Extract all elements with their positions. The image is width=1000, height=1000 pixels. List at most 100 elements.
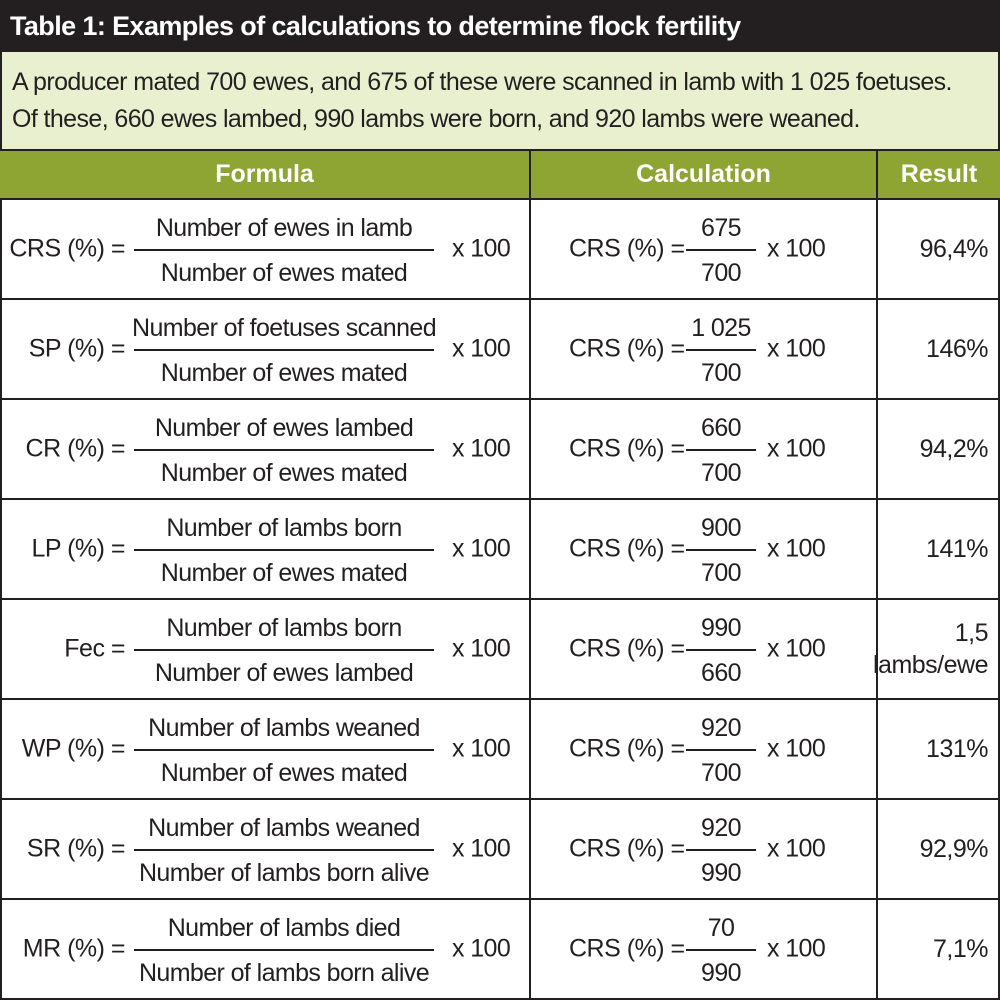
formula-fraction: Number of lambs born Number of ewes lambe… xyxy=(134,606,434,692)
formula-numerator: Number of lambs born xyxy=(166,614,402,642)
calculation-fraction: 900 700 xyxy=(686,506,756,592)
fraction-bar xyxy=(134,849,434,851)
formula-numerator: Number of lambs born xyxy=(166,514,402,542)
formula-numerator: Number of lambs weaned xyxy=(148,814,420,842)
calculation-numerator: 920 xyxy=(701,714,742,742)
result-cell: 141% xyxy=(878,500,998,598)
calculation-numerator: 990 xyxy=(701,614,742,642)
calculation-label: CRS (%) = xyxy=(569,834,685,863)
calculation-fraction: 920 990 xyxy=(686,806,756,892)
formula-numerator: Number of ewes lambed xyxy=(154,414,414,442)
result-value: 141% xyxy=(926,535,988,563)
result-text: 146% xyxy=(926,333,988,365)
formula-fraction: Number of ewes lambed Number of ewes mate… xyxy=(134,406,434,492)
calculation-fraction: 990 660 xyxy=(686,606,756,692)
fraction-bar xyxy=(686,449,756,451)
fraction-bar xyxy=(686,849,756,851)
result-text: 141% xyxy=(926,533,988,565)
calculation-label: CRS (%) = xyxy=(569,734,685,763)
calculation-denominator: 700 xyxy=(701,559,742,587)
formula-denominator: Number of ewes mated xyxy=(160,259,408,287)
table-body: CRS (%) = Number of ewes in lamb Number of… xyxy=(0,200,1000,1000)
fraction-bar xyxy=(686,249,756,251)
calculation-label: CRS (%) = xyxy=(569,534,685,563)
calculation-denominator: 990 xyxy=(701,959,742,987)
table-row: CR (%) = Number of ewes lambed Number of e… xyxy=(2,400,998,500)
calculation-label: CRS (%) = xyxy=(569,634,685,663)
result-cell: 146% xyxy=(878,300,998,398)
formula-fraction: Number of lambs weaned Number of ewes mat… xyxy=(134,706,434,792)
formula-label: LP (%) = xyxy=(31,534,126,563)
calculation-fraction: 675 700 xyxy=(686,206,756,292)
calculation-multiplier: x 100 xyxy=(767,534,826,563)
calculation-numerator: 900 xyxy=(701,514,742,542)
result-value: 131% xyxy=(926,735,988,763)
fraction-bar xyxy=(686,349,756,351)
intro-line-1: A producer mated 700 ewes, and 675 of th… xyxy=(12,68,953,96)
formula-multiplier: x 100 xyxy=(452,434,511,463)
calculation-numerator: 660 xyxy=(701,414,742,442)
intro-line-2: Of these, 660 ewes lambed, 990 lambs wer… xyxy=(12,105,860,133)
formula-label: CRS (%) = xyxy=(9,234,125,263)
formula-label: SP (%) = xyxy=(28,334,126,363)
formula-fraction: Number of ewes in lamb Number of ewes mat… xyxy=(134,206,434,292)
calculation-fraction: 1 025 700 xyxy=(686,306,756,392)
result-value: 146% xyxy=(926,335,988,363)
result-text: 92,9% xyxy=(920,833,989,865)
calculation-label: CRS (%) = xyxy=(569,334,685,363)
calculation-label: CRS (%) = xyxy=(569,434,685,463)
formula-denominator: Number of ewes mated xyxy=(160,759,408,787)
fraction-bar xyxy=(134,249,434,251)
calculation-cell: CRS (%) = 920 700 x 100 xyxy=(531,700,878,798)
calculation-numerator: 1 025 xyxy=(691,314,751,342)
calculation-denominator: 700 xyxy=(701,259,742,287)
calculation-numerator: 70 xyxy=(707,914,735,942)
intro-text: A producer mated 700 ewes, and 675 of th… xyxy=(0,52,1000,149)
formula-denominator: Number of ewes mated xyxy=(160,559,408,587)
fraction-bar xyxy=(686,649,756,651)
header-calculation: Calculation xyxy=(531,151,878,198)
calculation-cell: CRS (%) = 900 700 x 100 xyxy=(531,500,878,598)
formula-label: SR (%) = xyxy=(26,834,126,863)
calculation-cell: CRS (%) = 675 700 x 100 xyxy=(531,200,878,298)
table-title: Table 1: Examples of calculations to det… xyxy=(0,0,1000,52)
formula-fraction: Number of lambs born Number of ewes mated xyxy=(134,506,434,592)
formula-label: CR (%) = xyxy=(25,434,126,463)
table-row: SP (%) = Number of foetuses scanned Number… xyxy=(2,300,998,400)
calculation-fraction: 920 700 xyxy=(686,706,756,792)
fraction-bar xyxy=(134,349,434,351)
calculation-denominator: 990 xyxy=(701,859,742,887)
result-value: 94,2% xyxy=(919,435,989,463)
result-text: 96,4% xyxy=(920,233,989,265)
fraction-bar xyxy=(686,549,756,551)
result-cell: 92,9% xyxy=(878,800,998,898)
formula-fraction: Number of lambs weaned Number of lambs bo… xyxy=(134,806,434,892)
formula-multiplier: x 100 xyxy=(452,734,511,763)
result-text: 131% xyxy=(926,733,988,765)
result-text: 94,2% xyxy=(919,433,989,465)
formula-cell: CRS (%) = Number of ewes in lamb Number of… xyxy=(2,200,531,298)
calculation-label: CRS (%) = xyxy=(569,234,685,263)
calculation-multiplier: x 100 xyxy=(767,834,826,863)
formula-denominator: Number of ewes mated xyxy=(160,459,408,487)
calculation-multiplier: x 100 xyxy=(767,234,826,263)
fraction-bar xyxy=(134,949,434,951)
result-text: 1,5 lambs/ewe xyxy=(873,617,989,681)
calculation-denominator: 660 xyxy=(701,659,742,687)
calculation-cell: CRS (%) = 660 700 x 100 xyxy=(531,400,878,498)
table-row: CRS (%) = Number of ewes in lamb Number of… xyxy=(2,200,998,300)
fraction-bar xyxy=(134,449,434,451)
calculation-denominator: 700 xyxy=(701,359,742,387)
formula-numerator: Number of ewes in lamb xyxy=(155,214,413,242)
table-row: SR (%) = Number of lambs weaned Number of … xyxy=(2,800,998,900)
formula-denominator: Number of ewes lambed xyxy=(154,659,414,687)
calculation-cell: CRS (%) = 1 025 700 x 100 xyxy=(531,300,878,398)
result-value: 1,5 xyxy=(954,619,989,647)
table-row: LP (%) = Number of lambs born Number of ew… xyxy=(2,500,998,600)
result-cell: 131% xyxy=(878,700,998,798)
formula-numerator: Number of lambs died xyxy=(167,914,401,942)
calculation-denominator: 700 xyxy=(701,759,742,787)
formula-cell: Fec = Number of lambs born Number of ewes … xyxy=(2,600,531,698)
fraction-bar xyxy=(686,749,756,751)
